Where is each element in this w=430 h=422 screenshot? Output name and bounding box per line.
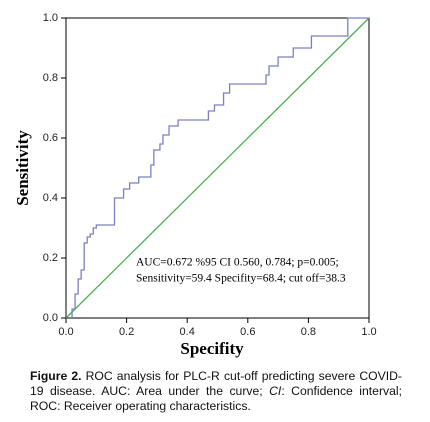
y-axis-label: Sensitivity (13, 130, 32, 206)
y-tick-label: 0.0 (43, 312, 58, 324)
line-series (65, 17, 370, 319)
x-tick-label: 1.0 (361, 326, 376, 338)
y-tick-label: 0.2 (43, 252, 58, 264)
line-series (71, 17, 369, 318)
x-tick-label: 0.8 (301, 326, 316, 338)
y-tick-label: 0.8 (43, 72, 58, 84)
y-tick-label: 0.6 (43, 132, 58, 144)
x-tick-label: 0.6 (240, 326, 255, 338)
annotation: Sensitivity=59.4 Specifity=68.4; cut off… (136, 273, 346, 285)
caption-text: : Confidence interval; ROC: Receiver ope… (30, 384, 402, 413)
caption-italic: CI (269, 384, 282, 398)
x-tick-label: 0.0 (58, 326, 73, 338)
caption-text: ROC analysis for PLC-R cut-off predictin… (30, 369, 402, 398)
annotation: AUC=0.672 %95 CI 0.560, 0.784; p=0.005; (136, 257, 339, 269)
caption: Figure 2. ROC analysis for PLC-R cut-off… (30, 369, 402, 414)
x-tick-label: 0.4 (180, 326, 195, 338)
y-tick-label: 1.0 (43, 12, 58, 24)
annotation-box (131, 254, 367, 288)
caption-label: Figure 2. (30, 369, 82, 383)
y-tick-label: 0.4 (43, 192, 58, 204)
x-tick-label: 0.2 (119, 326, 134, 338)
chart: Sensitivity Specifity 0.0 0.2 0.4 0.6 0.8 1.0… (13, 12, 377, 358)
x-axis-label: Specifity (180, 339, 244, 358)
